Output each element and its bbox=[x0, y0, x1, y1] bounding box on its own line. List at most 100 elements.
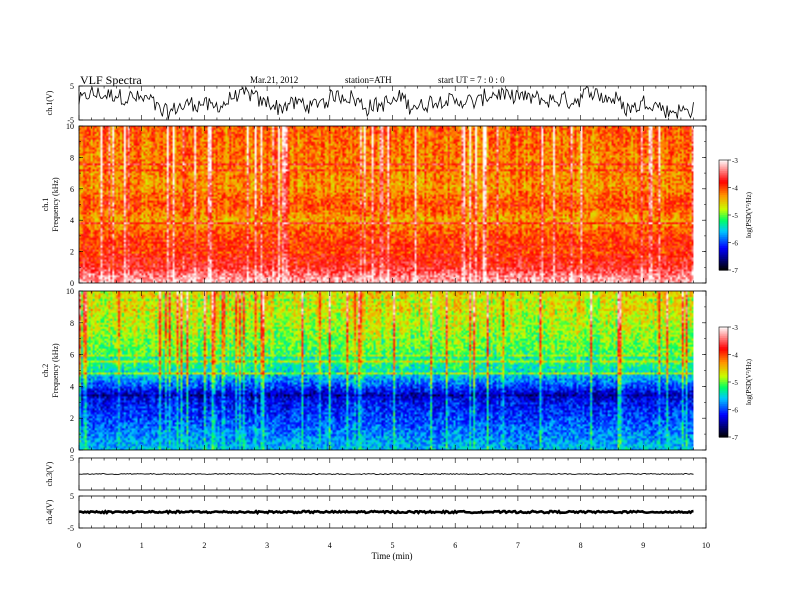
colorbar-cell bbox=[719, 334, 728, 337]
colorbar-tick-label: -5 bbox=[732, 212, 738, 220]
colorbar-cell bbox=[719, 376, 728, 379]
x-tick-label: 9 bbox=[641, 541, 645, 550]
colorbar-cell bbox=[719, 255, 728, 258]
colorbar-cell bbox=[719, 187, 728, 190]
colorbar-cell bbox=[719, 227, 728, 231]
x-tick-label: 1 bbox=[140, 541, 144, 550]
colorbar-cell bbox=[719, 172, 728, 176]
colorbar-cell bbox=[719, 178, 728, 181]
colorbar-cell bbox=[719, 226, 728, 229]
date-label: Mar.21, 2012 bbox=[250, 75, 298, 85]
y-axis-ch2-spectrogram: 0 2 4 6 8 10 ch.2 Frequency (kHz) bbox=[41, 287, 706, 455]
colorbar-cell bbox=[719, 372, 728, 376]
colorbar-cell bbox=[719, 257, 728, 260]
colorbar-cell bbox=[719, 435, 728, 438]
y-tick-label: 5 bbox=[70, 82, 74, 91]
colorbar-cell bbox=[719, 215, 728, 218]
colorbar-cell bbox=[719, 249, 728, 253]
y-tick-label: 4 bbox=[70, 216, 74, 225]
colorbar-cell bbox=[719, 160, 728, 163]
panel-ch4-waveform: 5 -5 ch.4(V) bbox=[45, 492, 707, 533]
colorbar-cell bbox=[719, 356, 728, 359]
colorbar-cell bbox=[719, 332, 728, 335]
x-tick-label: 10 bbox=[702, 541, 710, 550]
x-tick-label: 8 bbox=[579, 541, 583, 550]
y-axis-label: ch.3(V) bbox=[45, 461, 54, 486]
colorbar-cell bbox=[719, 352, 728, 356]
colorbar-cell bbox=[719, 253, 728, 256]
colorbar-cell bbox=[719, 393, 728, 396]
y-tick-label: 6 bbox=[70, 185, 74, 194]
colorbar-cell bbox=[719, 382, 728, 385]
colorbar-cell bbox=[719, 413, 728, 416]
colorbar-tick-label: -7 bbox=[732, 434, 738, 442]
colorbar-tick-label: -4 bbox=[732, 352, 738, 360]
colorbar-cell bbox=[719, 378, 728, 381]
colorbar-tick-label: -6 bbox=[732, 240, 738, 248]
colorbar-cell bbox=[719, 171, 728, 174]
colorbar-cell bbox=[719, 183, 728, 187]
y-tick-label: 10 bbox=[66, 287, 74, 296]
x-axis: Time (min) 0 1 2 3 4 5 6 7 8 9 10 bbox=[77, 541, 710, 561]
colorbar-cell bbox=[719, 374, 728, 378]
waveform-line-ch1-waveform bbox=[78, 85, 694, 120]
colorbar-cell bbox=[719, 411, 728, 414]
colorbar-cell bbox=[719, 260, 728, 264]
spectrogram-image-ch2-spectrogram bbox=[79, 291, 694, 450]
panel-ch1-waveform: 5 -5 ch.1(V) bbox=[45, 82, 707, 125]
colorbar-cell bbox=[719, 345, 728, 348]
panel-ch1-spectrogram: 0 2 4 6 8 10 ch.1 Frequency (kHz) bbox=[41, 122, 707, 288]
y-axis-ch3-waveform: 5 ch.3(V) bbox=[45, 454, 706, 486]
colorbar-cell bbox=[719, 200, 728, 203]
colorbar-cell bbox=[719, 349, 728, 352]
x-axis-label: Time (min) bbox=[372, 551, 413, 561]
colorbar-cell bbox=[719, 229, 728, 233]
y-axis-ch1-spectrogram: 0 2 4 6 8 10 ch.1 Frequency (kHz) bbox=[41, 122, 706, 288]
colorbar-cell bbox=[719, 174, 728, 178]
colorbar-cell bbox=[719, 371, 728, 374]
waveform-line-ch4-waveform bbox=[78, 509, 694, 516]
colorbar-cell bbox=[719, 209, 728, 212]
colorbar-cell bbox=[719, 231, 728, 234]
colorbar-cell bbox=[719, 161, 728, 165]
colorbar-cell bbox=[719, 418, 728, 422]
y-axis-ch1-waveform: 5 -5 ch.1(V) bbox=[45, 82, 706, 125]
colorbar-cell bbox=[719, 224, 728, 227]
colorbar-cell bbox=[719, 354, 728, 357]
y-tick-label: 10 bbox=[66, 122, 74, 131]
colorbar-cell bbox=[719, 358, 728, 361]
colorbar-cell bbox=[719, 398, 728, 401]
x-ticks-ch3-waveform bbox=[78, 458, 707, 490]
x-ticks-ch1-waveform bbox=[78, 86, 707, 120]
colorbar-cell bbox=[719, 218, 728, 222]
colorbar-tick-label: -3 bbox=[732, 157, 738, 165]
panel-ch2-spectrogram: 0 2 4 6 8 10 ch.2 Frequency (kHz) bbox=[41, 287, 707, 455]
colorbar-cell bbox=[719, 416, 728, 420]
colorbar-cell bbox=[719, 363, 728, 367]
colorbar-cell bbox=[719, 409, 728, 412]
colorbar-cell bbox=[719, 251, 728, 255]
colorbar-cell bbox=[719, 327, 728, 330]
colorbar-cell bbox=[719, 367, 728, 370]
colorbar-cell bbox=[719, 339, 728, 343]
colorbar-cell bbox=[719, 165, 728, 168]
colorbar-cell bbox=[719, 415, 728, 418]
colorbar-cell bbox=[719, 237, 728, 240]
colorbar-cell bbox=[719, 244, 728, 247]
colorbar-cell bbox=[719, 426, 728, 429]
colorbar-ch1: -3 -4 -5 -6 -7 log(PSD(V²/Hz) bbox=[718, 157, 753, 275]
chart-title: VLF Spectra bbox=[80, 73, 142, 87]
colorbar-cell bbox=[719, 405, 728, 409]
y-axis-ch4-waveform: 5 -5 ch.4(V) bbox=[45, 492, 706, 533]
colorbar-cell bbox=[719, 350, 728, 354]
colorbar-cell bbox=[719, 204, 728, 207]
y-axis-channel-label: ch.1 bbox=[41, 198, 50, 212]
x-ticks-ch2-spectrogram bbox=[78, 291, 707, 450]
colorbar-cell bbox=[719, 383, 728, 387]
y-tick-label: 8 bbox=[70, 319, 74, 328]
x-ticks-ch1-spectrogram bbox=[78, 126, 707, 283]
y-tick-label: 8 bbox=[70, 153, 74, 162]
colorbar-cell bbox=[719, 182, 728, 185]
y-tick-label: 0 bbox=[70, 279, 74, 288]
